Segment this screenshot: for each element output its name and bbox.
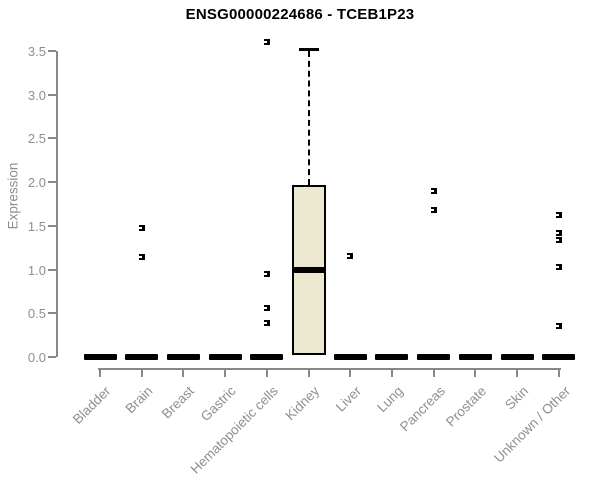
- upper-whisker: [307, 51, 310, 185]
- x-axis-label: Liver: [332, 383, 365, 415]
- y-tick-label: 0.0: [27, 350, 46, 365]
- x-tick: [99, 368, 101, 377]
- x-axis-line: [98, 368, 561, 370]
- collapsed-box: [542, 354, 576, 360]
- x-tick: [516, 368, 519, 377]
- y-tick: [48, 312, 56, 315]
- chart-title: ENSG00000224686 - TCEB1P23: [185, 6, 415, 23]
- collapsed-box: [250, 354, 284, 360]
- x-tick: [140, 368, 143, 377]
- x-tick: [432, 368, 435, 377]
- y-tick-label: 1.0: [27, 262, 46, 278]
- y-tick-label: 1.5: [27, 218, 46, 234]
- collapsed-box: [166, 354, 200, 360]
- y-axis-line: [56, 50, 58, 357]
- outlier-point: [347, 253, 354, 260]
- x-axis-label: Breast: [159, 383, 198, 422]
- outlier-point: [263, 319, 270, 326]
- outlier-point: [430, 207, 437, 214]
- x-axis-label: Brain: [122, 383, 156, 417]
- outlier-point: [555, 323, 562, 330]
- outlier-point: [263, 39, 270, 46]
- outlier-point: [138, 225, 145, 232]
- y-tick-label: 0.5: [27, 306, 46, 322]
- y-tick: [48, 268, 56, 271]
- y-tick-label: 3.0: [27, 87, 46, 103]
- x-tick: [390, 368, 393, 377]
- collapsed-box: [417, 354, 451, 360]
- x-tick: [307, 368, 310, 377]
- x-axis-label: Lung: [374, 383, 406, 416]
- outlier-point: [263, 270, 270, 277]
- y-tick-label: 2.0: [27, 175, 46, 191]
- y-tick: [48, 137, 56, 140]
- x-axis-label: Prostate: [443, 383, 490, 430]
- outlier-point: [430, 187, 437, 194]
- x-axis-label: Pancreas: [396, 383, 448, 435]
- y-tick-label: 2.5: [27, 131, 46, 147]
- box-median: [291, 267, 326, 274]
- x-tick: [349, 368, 352, 377]
- x-tick: [474, 368, 477, 377]
- outlier-point: [555, 263, 562, 270]
- y-tick: [48, 49, 56, 52]
- x-axis-label: Kidney: [282, 383, 323, 424]
- x-tick: [224, 368, 227, 377]
- collapsed-box: [83, 354, 117, 360]
- x-axis-label: Skin: [501, 383, 532, 413]
- x-axis-label: Gastric: [198, 383, 240, 425]
- upper-whisker-cap: [298, 48, 319, 51]
- x-axis-label: Bladder: [70, 383, 114, 427]
- collapsed-box: [208, 354, 242, 360]
- collapsed-box: [333, 354, 367, 360]
- outlier-point: [555, 236, 562, 243]
- outlier-point: [138, 254, 145, 261]
- outlier-point: [263, 305, 270, 312]
- collapsed-box: [375, 354, 409, 360]
- y-tick: [48, 93, 56, 96]
- x-tick: [265, 368, 268, 377]
- collapsed-box: [458, 354, 492, 360]
- y-tick: [48, 224, 56, 227]
- x-tick: [182, 368, 185, 377]
- y-tick-label: 3.5: [27, 43, 46, 59]
- outlier-point: [555, 212, 562, 219]
- collapsed-box: [500, 354, 534, 360]
- x-axis-label: Unknown / Other: [490, 383, 573, 466]
- outlier-point: [555, 229, 562, 236]
- collapsed-box: [125, 354, 159, 360]
- y-tick: [48, 356, 56, 358]
- y-tick: [48, 181, 56, 184]
- x-tick: [557, 368, 560, 377]
